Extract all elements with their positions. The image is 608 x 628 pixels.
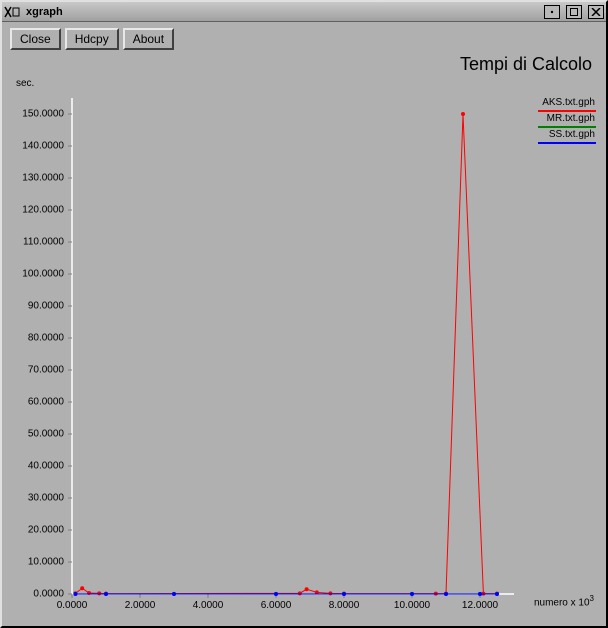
hdcpy-button[interactable]: Hdcpy: [65, 28, 119, 50]
y-tick-label: 30.0000: [16, 493, 64, 504]
y-tick-label: 50.0000: [16, 429, 64, 440]
toolbar: Close Hdcpy About: [2, 22, 606, 50]
y-axis-label: sec.: [16, 78, 34, 89]
minimize-button[interactable]: [544, 5, 560, 19]
x-tick-label: 10.0000: [394, 600, 430, 611]
window-title: xgraph: [24, 6, 63, 18]
legend-item: AKS.txt.gph: [538, 96, 596, 112]
y-tick-label: 80.0000: [16, 333, 64, 344]
y-tick-label: 150.0000: [16, 109, 64, 120]
titlebar[interactable]: xgraph: [2, 2, 606, 22]
y-tick-label: 10.0000: [16, 557, 64, 568]
y-tick-label: 70.0000: [16, 365, 64, 376]
app-window: xgraph Close Hdcpy About Tempi di Calcol…: [0, 0, 608, 628]
legend-item: MR.txt.gph: [538, 112, 596, 128]
x-tick-label: 12.0000: [462, 600, 498, 611]
chart-title: Tempi di Calcolo: [460, 54, 592, 75]
y-tick-label: 130.0000: [16, 173, 64, 184]
app-icon: [4, 5, 20, 19]
y-tick-label: 100.0000: [16, 269, 64, 280]
chart-plot: [68, 94, 518, 614]
x-tick-label: 6.0000: [261, 600, 292, 611]
y-tick-label: 0.0000: [16, 589, 64, 600]
x-tick-label: 0.0000: [57, 600, 88, 611]
y-tick-label: 90.0000: [16, 301, 64, 312]
y-tick-label: 120.0000: [16, 205, 64, 216]
x-tick-label: 4.0000: [193, 600, 224, 611]
chart-area: Tempi di Calcolo sec. numero x 103 AKS.t…: [10, 54, 598, 618]
y-tick-label: 140.0000: [16, 141, 64, 152]
y-tick-label: 20.0000: [16, 525, 64, 536]
maximize-button[interactable]: [566, 5, 582, 19]
legend: AKS.txt.gphMR.txt.gphSS.txt.gph: [538, 96, 596, 144]
close-button[interactable]: Close: [10, 28, 61, 50]
close-window-button[interactable]: [588, 5, 604, 19]
legend-item: SS.txt.gph: [538, 128, 596, 144]
x-tick-label: 8.0000: [329, 600, 360, 611]
x-tick-label: 2.0000: [125, 600, 156, 611]
about-button[interactable]: About: [123, 28, 174, 50]
y-tick-label: 110.0000: [16, 237, 64, 248]
x-axis-label: numero x 103: [534, 594, 594, 608]
y-tick-label: 40.0000: [16, 461, 64, 472]
y-tick-label: 60.0000: [16, 397, 64, 408]
